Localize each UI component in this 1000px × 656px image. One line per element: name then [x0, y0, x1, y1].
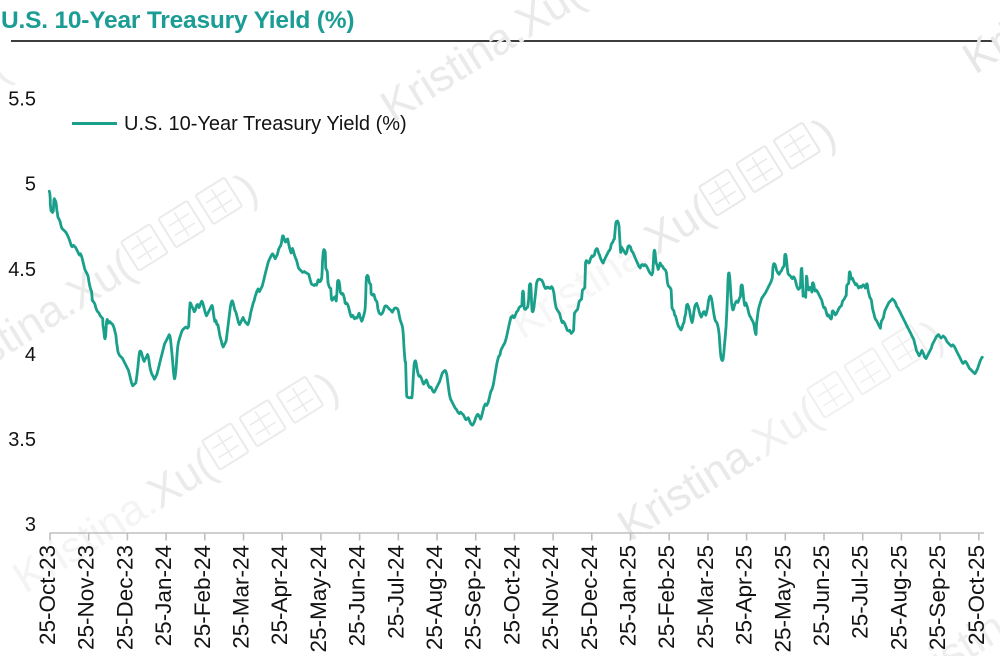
svg-text:25-Aug-24: 25-Aug-24: [422, 545, 447, 650]
svg-text:25-May-25: 25-May-25: [770, 545, 795, 653]
svg-text:25-Oct-25: 25-Oct-25: [964, 545, 989, 645]
svg-text:3.5: 3.5: [8, 429, 36, 451]
svg-text:5: 5: [25, 174, 36, 196]
svg-text:25-Aug-25: 25-Aug-25: [886, 545, 911, 650]
svg-text:25-Nov-24: 25-Nov-24: [538, 545, 563, 650]
svg-text:25-Jun-24: 25-Jun-24: [345, 545, 370, 646]
svg-text:25-Apr-24: 25-Apr-24: [267, 545, 292, 645]
svg-text:25-Jan-25: 25-Jan-25: [616, 545, 641, 646]
svg-text:25-Jun-25: 25-Jun-25: [809, 545, 834, 646]
svg-text:25-Jul-24: 25-Jul-24: [383, 545, 408, 639]
svg-text:3: 3: [25, 514, 36, 536]
svg-text:5.5: 5.5: [8, 89, 36, 111]
svg-text:25-Apr-25: 25-Apr-25: [732, 545, 757, 645]
svg-text:25-Mar-25: 25-Mar-25: [693, 545, 718, 649]
svg-text:25-Sep-24: 25-Sep-24: [461, 545, 486, 650]
svg-text:25-Feb-24: 25-Feb-24: [190, 545, 215, 649]
svg-text:25-Jul-25: 25-Jul-25: [848, 545, 873, 639]
svg-text:25-Oct-23: 25-Oct-23: [35, 545, 60, 645]
svg-text:25-Jan-24: 25-Jan-24: [151, 545, 176, 646]
svg-text:25-May-24: 25-May-24: [306, 545, 331, 653]
svg-text:25-Mar-24: 25-Mar-24: [229, 545, 254, 649]
svg-text:25-Oct-24: 25-Oct-24: [499, 545, 524, 645]
svg-text:25-Dec-23: 25-Dec-23: [112, 545, 137, 650]
svg-text:25-Feb-25: 25-Feb-25: [654, 545, 679, 649]
svg-text:25-Dec-24: 25-Dec-24: [577, 545, 602, 650]
svg-text:25-Sep-25: 25-Sep-25: [925, 545, 950, 650]
svg-text:4.5: 4.5: [8, 259, 36, 281]
svg-text:4: 4: [25, 344, 36, 366]
svg-text:25-Nov-23: 25-Nov-23: [74, 545, 99, 650]
